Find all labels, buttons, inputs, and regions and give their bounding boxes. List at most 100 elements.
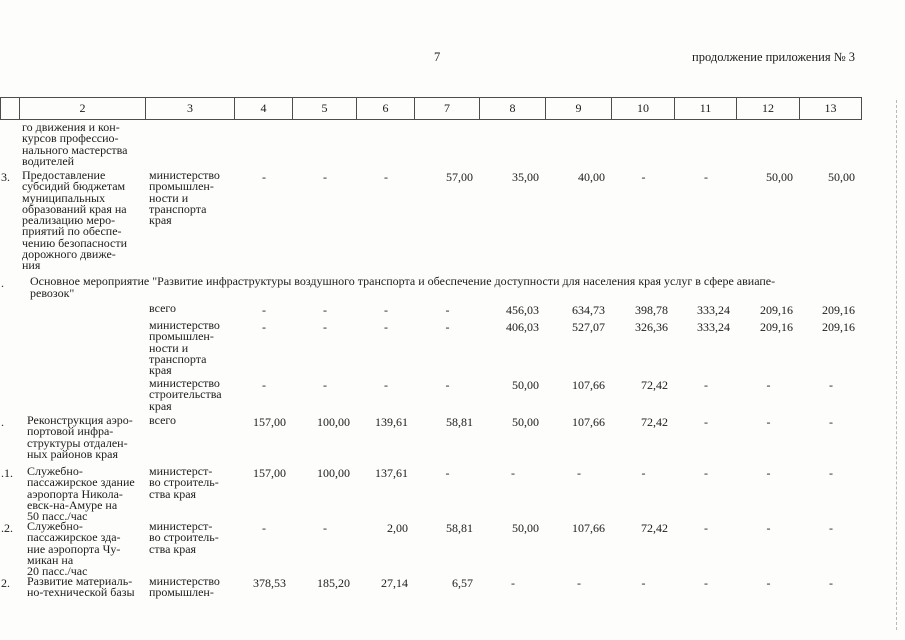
value-cell: 2,00: [387, 521, 408, 535]
value-cell: -: [262, 521, 266, 535]
value-cell: 209,16: [822, 303, 855, 317]
value-cell: -: [766, 415, 771, 429]
value-cell: 157,00: [253, 415, 286, 429]
value-cell: 58,81: [446, 521, 473, 535]
value-cell: -: [577, 466, 581, 480]
value-cell: -: [262, 303, 266, 317]
value-cell: -: [766, 466, 771, 480]
value-cell: 378,53: [253, 576, 286, 590]
value-cell: 57,00: [446, 170, 473, 184]
value-cell: -: [445, 378, 450, 392]
value-cell: 456,03: [506, 303, 539, 317]
scan-artifact-line: [896, 100, 897, 630]
executor: министерст-во строитель-ства края: [149, 519, 219, 556]
value-cell: 157,00: [253, 466, 286, 480]
value-cell: 27,14: [381, 576, 408, 590]
row-number: .1.: [1, 466, 13, 480]
table-header-cell: 8: [480, 97, 546, 120]
value-cell: 209,16: [760, 320, 793, 334]
value-cell: 50,00: [512, 378, 539, 392]
table-header-cell: 7: [415, 97, 480, 120]
value-cell: 50,00: [828, 170, 855, 184]
value-cell: 137,61: [375, 466, 408, 480]
table-header-cell: 12: [737, 97, 800, 120]
value-cell: -: [829, 466, 833, 480]
value-cell: -: [323, 303, 327, 317]
value-cell: -: [262, 170, 266, 184]
row-number: .: [1, 276, 4, 290]
executor: министерст-во строитель-ства края: [149, 464, 219, 501]
value-cell: 72,42: [641, 378, 668, 392]
table-header-cell: 10: [612, 97, 675, 120]
value-cell: 72,42: [641, 415, 668, 429]
value-cell: 326,36: [635, 320, 668, 334]
executor: всего: [149, 413, 177, 427]
row-number: .: [1, 415, 4, 429]
table-header-row: 2 3 4 5 6 7 8 9 10 11 12 13: [0, 97, 862, 120]
value-cell: 398,78: [635, 303, 668, 317]
value-cell: 209,16: [822, 320, 855, 334]
value-cell: -: [323, 378, 327, 392]
value-cell: -: [829, 415, 833, 429]
value-cell: 139,61: [375, 415, 408, 429]
value-cell: -: [704, 576, 708, 590]
value-cell: -: [641, 466, 646, 480]
activity-name: Предоставление субсидий бюджетам муниципал…: [22, 168, 128, 273]
table-header-cell: [0, 97, 20, 120]
value-cell: -: [445, 466, 450, 480]
value-cell: -: [323, 170, 327, 184]
value-cell: -: [704, 415, 708, 429]
value-cell: 107,66: [572, 378, 605, 392]
value-cell: -: [704, 378, 708, 392]
value-cell: 58,81: [446, 415, 473, 429]
continuation-text: го движения и кон-курсов профессио-нальн…: [22, 120, 128, 168]
value-cell: -: [384, 303, 388, 317]
value-cell: 185,20: [317, 576, 350, 590]
section-title: Основное мероприятие "Развитие инфрастру…: [30, 274, 776, 300]
activity-name: Реконструкция аэро-портовой инфра-структ…: [27, 413, 133, 461]
value-cell: -: [384, 378, 388, 392]
value-cell: 40,00: [578, 170, 605, 184]
table-header-cell: 9: [546, 97, 612, 120]
table-header-cell: 3: [146, 97, 235, 120]
value-cell: 634,73: [572, 303, 605, 317]
value-cell: 72,42: [641, 521, 668, 535]
value-cell: -: [829, 521, 833, 535]
value-cell: 107,66: [572, 415, 605, 429]
executor: министерство промышлен-ности и транспорта к…: [149, 168, 220, 228]
value-cell: -: [641, 170, 646, 184]
value-cell: -: [704, 170, 708, 184]
activity-name: Служебно-пассажирское зда-ние аэропорта …: [27, 519, 121, 579]
page-number: 7: [434, 50, 441, 64]
value-cell: 107,66: [572, 521, 605, 535]
appendix-continuation-label: продолжение приложения № 3: [692, 50, 855, 64]
row-number: 3.: [1, 170, 10, 184]
value-cell: 406,03: [506, 320, 539, 334]
value-cell: 333,24: [697, 320, 730, 334]
value-cell: -: [641, 576, 646, 590]
table-header-cell: 4: [235, 97, 293, 120]
value-cell: -: [323, 521, 327, 535]
value-cell: -: [766, 576, 771, 590]
value-cell: -: [704, 466, 708, 480]
executor: всего: [149, 301, 177, 315]
value-cell: -: [384, 170, 388, 184]
value-cell: -: [829, 576, 833, 590]
value-cell: -: [262, 378, 266, 392]
value-cell: 35,00: [512, 170, 539, 184]
value-cell: -: [511, 466, 515, 480]
value-cell: 50,00: [512, 415, 539, 429]
value-cell: -: [704, 521, 708, 535]
value-cell: 100,00: [317, 415, 350, 429]
value-cell: -: [829, 378, 833, 392]
table-header-cell: 11: [675, 97, 737, 120]
activity-name: Развитие материаль-но-технической базы: [27, 574, 135, 600]
value-cell: -: [323, 320, 327, 334]
value-cell: 333,24: [697, 303, 730, 317]
value-cell: -: [766, 521, 771, 535]
value-cell: -: [384, 320, 388, 334]
value-cell: -: [262, 320, 266, 334]
row-number: 2.: [1, 576, 10, 590]
executor: министерство промышлен-ности и транспорта к…: [149, 318, 220, 378]
